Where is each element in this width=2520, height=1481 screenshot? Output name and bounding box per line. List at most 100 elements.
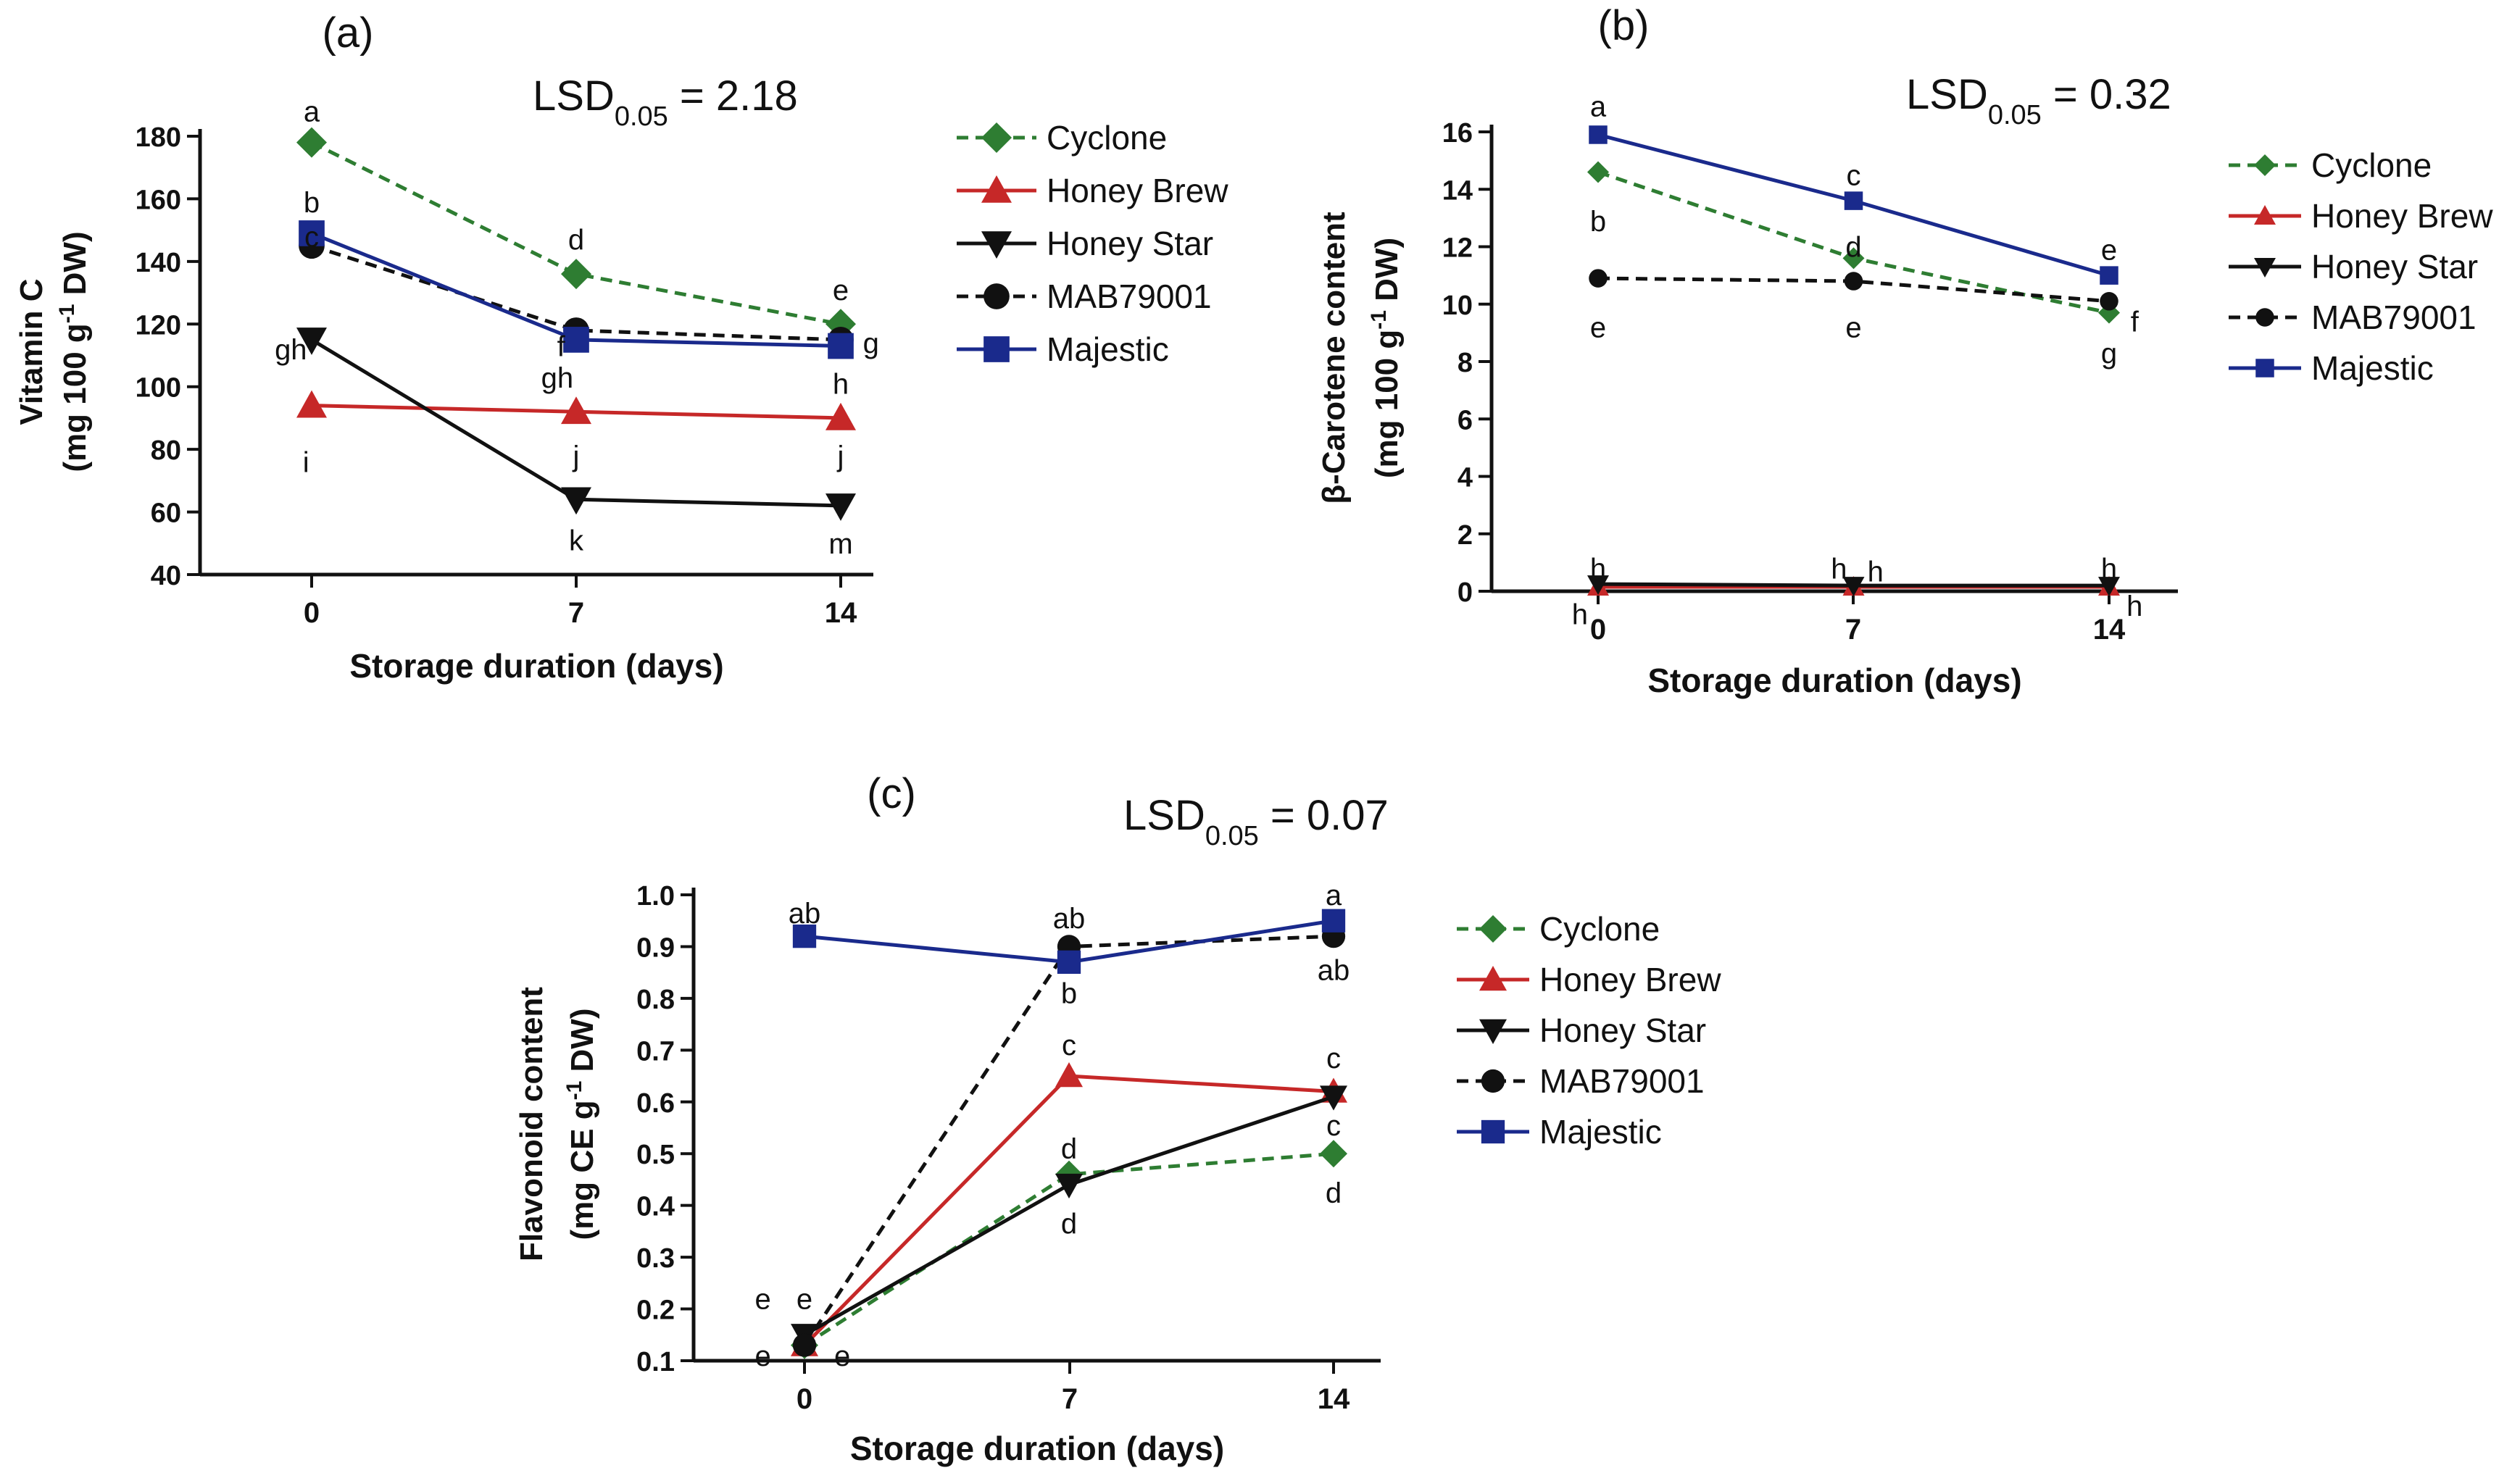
data-point (1587, 575, 1609, 596)
chart-panel: (b) LSD0.05 = 0.32 0 2 4 6 8 10 12 14 16 0 7 14 Storag… (1316, 2, 2493, 699)
legend-label: Honey Star (2311, 248, 2478, 285)
significance-letter: g (863, 328, 879, 359)
significance-letter: h (2101, 553, 2117, 585)
legend-marker (1479, 1019, 1507, 1044)
significance-letter: f (557, 331, 566, 363)
y-tick-label: 0.4 (636, 1192, 675, 1222)
legend-label: MAB79001 (1539, 1062, 1705, 1100)
legend-label: Majestic (1047, 330, 1169, 368)
legend-marker (2254, 258, 2276, 278)
legend-marker (2254, 205, 2276, 225)
data-point (1844, 191, 1863, 210)
data-point (2098, 577, 2120, 597)
y-tick-label: 140 (136, 248, 181, 278)
data-point (296, 328, 327, 355)
y-tick-label: 60 (151, 498, 181, 529)
data-point (792, 1333, 817, 1357)
x-tick-label: 14 (825, 597, 857, 629)
significance-letter: d (1326, 1177, 1342, 1209)
panel-label: (b) (1598, 2, 1650, 49)
significance-letter: e (2101, 234, 2117, 266)
series-line (310, 141, 841, 326)
y-tick-label: 4 (1457, 463, 1473, 493)
y-tick-label: 1.0 (636, 881, 675, 911)
legend-marker (1479, 966, 1507, 991)
y-tick-label: 0.8 (636, 985, 675, 1015)
data-point (1844, 272, 1863, 291)
legend-label: Cyclone (1047, 119, 1167, 157)
y-tick-label: 160 (136, 185, 181, 215)
significance-letter: d (1061, 1209, 1077, 1240)
significance-letter: a (1590, 91, 1607, 122)
y-tick-label: 0.3 (636, 1243, 675, 1274)
data-point (561, 487, 591, 515)
x-tick-label: 0 (304, 597, 320, 629)
chart-panel: (a) LSD0.05 = 2.18 40 60 80 100 120 140 160 180 0 7… (14, 9, 1228, 685)
y-tick-label: 12 (1442, 233, 1473, 264)
significance-letter: h (1868, 556, 1884, 588)
series-line (803, 1151, 1334, 1347)
data-point (561, 396, 591, 425)
y-tick-label: 0 (1457, 577, 1473, 608)
data-point (296, 127, 327, 158)
data-point (561, 259, 591, 290)
y-axis-unit: (mg 100 g-1 DW) (55, 231, 93, 472)
x-tick-label: 7 (568, 597, 584, 629)
lsd-subscript: 0.05 (1205, 821, 1259, 851)
y-tick-label: 80 (151, 435, 181, 466)
data-point (1842, 577, 1865, 597)
legend-label: Cyclone (2311, 146, 2432, 184)
y-unit-superscript: -1 (1367, 310, 1391, 330)
x-axis-title: Storage duration (days) (349, 647, 723, 685)
y-tick-label: 0.1 (636, 1347, 675, 1377)
legend-marker (1479, 915, 1507, 943)
data-point (1321, 909, 1346, 933)
significance-letter: d (1061, 1133, 1077, 1165)
data-point (1057, 950, 1081, 975)
y-tick-label: 8 (1457, 348, 1473, 378)
legend-label: Honey Star (1047, 225, 1213, 262)
legend-marker (984, 283, 1010, 309)
y-tick-label: 40 (151, 561, 181, 591)
significance-letter: k (569, 525, 584, 556)
y-tick-label: 0.6 (636, 1088, 675, 1119)
y-tick-label: 16 (1442, 118, 1473, 149)
data-point (296, 390, 327, 418)
y-tick-label: 6 (1457, 405, 1473, 435)
y-unit-text: (mg 100 g (1369, 330, 1405, 478)
y-tick-label: 2 (1457, 520, 1473, 551)
data-point (1320, 1085, 1347, 1111)
x-tick-label: 7 (1062, 1383, 1078, 1415)
lsd-value: = 2.18 (668, 72, 798, 120)
significance-letter: e (833, 275, 849, 306)
legend-label: Honey Star (1539, 1011, 1706, 1049)
x-tick-label: 7 (1845, 614, 1861, 646)
significance-letter: j (837, 441, 844, 472)
lsd-subscript: 0.05 (615, 101, 668, 132)
significance-letter: b (1590, 206, 1606, 238)
significance-letter: b (1061, 978, 1077, 1010)
y-axis-unit: (mg CE g-1 DW) (562, 1009, 601, 1240)
significance-letter: b (304, 187, 320, 219)
y-tick-label: 100 (136, 373, 181, 404)
significance-letter: c (304, 221, 319, 253)
x-axis-title: Storage duration (days) (1647, 662, 2021, 699)
significance-letter: c (1326, 1110, 1341, 1142)
legend-marker (981, 122, 1012, 153)
legend-marker (2255, 308, 2274, 327)
significance-letter: c (1062, 1030, 1076, 1061)
legend-marker (984, 336, 1010, 362)
x-axis-title: Storage duration (days) (850, 1430, 1224, 1467)
significance-letter: e (797, 1283, 812, 1315)
legend-marker (2254, 154, 2276, 176)
y-axis-title: Flavonoid content (514, 987, 549, 1261)
lsd-value: = 0.32 (2042, 71, 2171, 118)
significance-letter: d (1845, 232, 1861, 264)
significance-letter: h (833, 368, 849, 400)
y-tick-label: 180 (136, 122, 181, 153)
series-line (311, 243, 841, 342)
data-point (1587, 161, 1609, 183)
data-point (826, 402, 856, 430)
data-point (1055, 1062, 1083, 1088)
